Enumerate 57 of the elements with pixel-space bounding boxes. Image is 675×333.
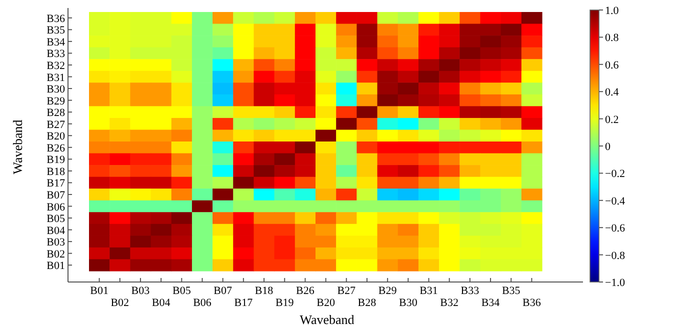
x-tick-label: B32 [440,297,459,309]
y-axis-title: Waveband [10,119,25,174]
x-tick-label: B04 [152,297,171,309]
x-tick-label: B05 [172,285,192,297]
x-tick-label: B26 [296,285,315,297]
y-tick-label: B18 [46,166,66,178]
color-bar-label: 1.0 [605,5,620,17]
x-tick-label: B29 [378,285,398,297]
y-tick-label: B30 [46,84,66,96]
y-tick-label: B07 [46,189,66,202]
y-tick-label: B33 [46,48,66,60]
x-tick-label: B31 [420,285,438,297]
y-tick-label: B02 [46,248,65,260]
y-tick-label: B03 [46,236,66,249]
y-tick-label: B26 [46,142,66,154]
color-bar-label: −0.8 [605,250,626,262]
color-bar-label: 0.6 [605,59,620,72]
y-tick-label: B36 [46,12,66,25]
x-tick-label: B34 [481,297,500,309]
x-tick-label: B20 [316,297,336,309]
y-tick-label: B35 [46,24,66,37]
x-tick-label: B01 [90,285,108,297]
y-tick-label: B34 [46,36,66,48]
y-tick-label: B20 [46,130,66,143]
x-tick-label: B33 [460,285,480,297]
x-tick-label: B28 [358,297,377,309]
x-tick-label: B30 [398,297,418,309]
y-tick-label: B31 [46,72,65,84]
x-tick-label: B35 [502,285,521,297]
y-tick-label: B32 [46,60,65,72]
x-tick-label: B17 [234,297,254,309]
y-tick-label: B04 [46,224,66,237]
x-tick-label: B19 [275,297,294,309]
color-bar-label: −0.4 [605,195,626,208]
y-tick-label: B06 [46,201,66,214]
y-tick-label: B19 [46,154,66,166]
color-bar-label: 0.8 [605,32,620,44]
x-tick-label: B02 [110,297,130,309]
x-axis-title: Waveband [300,312,355,327]
color-bar-label: 0.4 [605,86,620,99]
x-tick-label: B27 [337,285,356,297]
y-tick-label: B01 [46,260,65,272]
y-tick-label: B29 [46,95,66,108]
x-tick-label: B36 [522,297,542,309]
y-tick-label: B05 [46,213,66,226]
color-bar-label: −0.2 [605,168,625,180]
y-tick-label: B27 [46,118,66,131]
x-tick-label: B07 [214,285,233,297]
color-bar-label: 0 [605,141,611,153]
color-bar-label: 0.2 [605,114,619,126]
color-bar-label: −1.0 [605,277,626,289]
x-tick-label: B03 [131,285,150,297]
y-tick-label: B17 [46,178,66,190]
y-tick-label: B28 [46,107,66,120]
x-tick-label: B18 [254,285,274,297]
color-bar-label: −0.6 [605,222,626,235]
x-tick-label: B06 [193,297,212,309]
